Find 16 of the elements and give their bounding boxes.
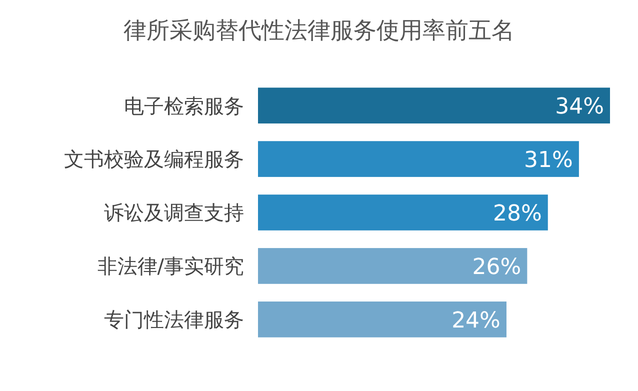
y-tick-label: 电子检索服务 bbox=[124, 94, 244, 118]
data-label: 24% bbox=[452, 308, 500, 334]
chart-title: 律所采购替代性法律服务使用率前五名 bbox=[124, 18, 514, 44]
bar bbox=[258, 248, 528, 284]
data-label: 31% bbox=[524, 148, 573, 173]
y-tick-label: 文书校验及编程服务 bbox=[64, 147, 244, 172]
bar bbox=[258, 302, 506, 338]
y-tick-label: 诉讼及调查支持 bbox=[104, 200, 244, 225]
data-label: 26% bbox=[472, 254, 522, 280]
y-tick-label: 非法律/事实研究 bbox=[97, 254, 244, 278]
y-tick-label: 专门性法律服务 bbox=[104, 308, 244, 332]
bar bbox=[258, 194, 548, 230]
data-label: 28% bbox=[492, 201, 542, 226]
bar bbox=[258, 141, 579, 177]
data-label: 34% bbox=[555, 94, 604, 120]
bar bbox=[258, 88, 610, 124]
